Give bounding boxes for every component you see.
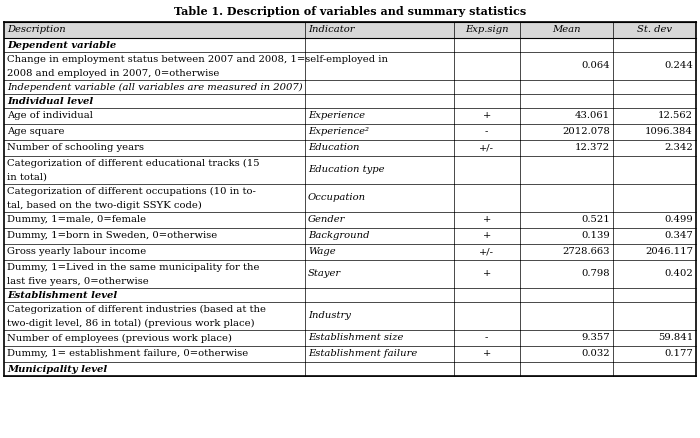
Text: Education: Education — [308, 144, 360, 152]
Text: Categorization of different occupations (10 in to-: Categorization of different occupations … — [7, 187, 256, 195]
Text: Establishment level: Establishment level — [7, 290, 117, 300]
Text: 0.244: 0.244 — [664, 61, 693, 71]
Text: Dummy, 1=male, 0=female: Dummy, 1=male, 0=female — [7, 215, 146, 225]
Text: 0.064: 0.064 — [581, 61, 610, 71]
Text: 0.139: 0.139 — [581, 232, 610, 240]
Text: 0.499: 0.499 — [664, 215, 693, 225]
Text: Background: Background — [308, 232, 370, 240]
Text: +: + — [482, 232, 491, 240]
Text: +/-: +/- — [480, 247, 494, 257]
Text: Number of schooling years: Number of schooling years — [7, 144, 144, 152]
Text: Occupation: Occupation — [308, 194, 366, 202]
Text: Indicator: Indicator — [308, 25, 354, 35]
Text: Dummy, 1= establishment failure, 0=otherwise: Dummy, 1= establishment failure, 0=other… — [7, 350, 248, 358]
Text: +: + — [482, 112, 491, 120]
Text: Establishment failure: Establishment failure — [308, 350, 417, 358]
Text: Gross yearly labour income: Gross yearly labour income — [7, 247, 146, 257]
Text: 0.032: 0.032 — [581, 350, 610, 358]
Text: Change in employment status between 2007 and 2008, 1=self-employed in: Change in employment status between 2007… — [7, 54, 388, 64]
Text: Categorization of different industries (based at the: Categorization of different industries (… — [7, 304, 266, 314]
Text: Number of employees (previous work place): Number of employees (previous work place… — [7, 333, 232, 343]
Text: +: + — [482, 350, 491, 358]
Text: in total): in total) — [7, 173, 47, 181]
Text: 0.798: 0.798 — [581, 269, 610, 279]
Text: 2.342: 2.342 — [664, 144, 693, 152]
Text: 12.372: 12.372 — [575, 144, 610, 152]
Text: 2012.078: 2012.078 — [562, 127, 610, 137]
Text: -: - — [485, 127, 489, 137]
Text: Experience: Experience — [308, 112, 365, 120]
Text: Establishment size: Establishment size — [308, 333, 403, 343]
Text: Dummy, 1=born in Sweden, 0=otherwise: Dummy, 1=born in Sweden, 0=otherwise — [7, 232, 217, 240]
Text: Categorization of different educational tracks (15: Categorization of different educational … — [7, 159, 260, 168]
Text: Gender: Gender — [308, 215, 345, 225]
Text: 9.357: 9.357 — [581, 333, 610, 343]
Text: Table 1. Description of variables and summary statistics: Table 1. Description of variables and su… — [174, 6, 526, 17]
Text: Individual level: Individual level — [7, 96, 93, 106]
Text: Independent variable (all variables are measured in 2007): Independent variable (all variables are … — [7, 82, 302, 92]
Text: 59.841: 59.841 — [658, 333, 693, 343]
Bar — [4, 22, 696, 38]
Text: Wage: Wage — [308, 247, 335, 257]
Text: Age of individual: Age of individual — [7, 112, 93, 120]
Text: Stayer: Stayer — [308, 269, 341, 279]
Text: Dependent variable: Dependent variable — [7, 40, 116, 49]
Text: last five years, 0=otherwise: last five years, 0=otherwise — [7, 276, 148, 286]
Text: Exp.sign: Exp.sign — [465, 25, 508, 35]
Text: +: + — [482, 269, 491, 279]
Text: 0.347: 0.347 — [664, 232, 693, 240]
Text: Description: Description — [7, 25, 66, 35]
Text: 2008 and employed in 2007, 0=otherwise: 2008 and employed in 2007, 0=otherwise — [7, 68, 219, 78]
Text: tal, based on the two-digit SSYK code): tal, based on the two-digit SSYK code) — [7, 201, 202, 209]
Text: +/-: +/- — [480, 144, 494, 152]
Text: Dummy, 1=Lived in the same municipality for the: Dummy, 1=Lived in the same municipality … — [7, 262, 260, 272]
Text: two-digit level, 86 in total) (previous work place): two-digit level, 86 in total) (previous … — [7, 318, 255, 328]
Text: 2046.117: 2046.117 — [645, 247, 693, 257]
Text: Municipality level: Municipality level — [7, 364, 107, 374]
Text: Age square: Age square — [7, 127, 64, 137]
Text: 0.521: 0.521 — [581, 215, 610, 225]
Text: 1096.384: 1096.384 — [645, 127, 693, 137]
Text: Experience²: Experience² — [308, 127, 369, 137]
Text: 0.402: 0.402 — [664, 269, 693, 279]
Text: 0.177: 0.177 — [664, 350, 693, 358]
Text: +: + — [482, 215, 491, 225]
Text: 43.061: 43.061 — [575, 112, 610, 120]
Text: -: - — [485, 333, 489, 343]
Text: 2728.663: 2728.663 — [563, 247, 610, 257]
Text: Mean: Mean — [552, 25, 580, 35]
Text: Education type: Education type — [308, 166, 384, 174]
Text: Industry: Industry — [308, 311, 351, 321]
Text: 12.562: 12.562 — [658, 112, 693, 120]
Text: St. dev: St. dev — [637, 25, 672, 35]
